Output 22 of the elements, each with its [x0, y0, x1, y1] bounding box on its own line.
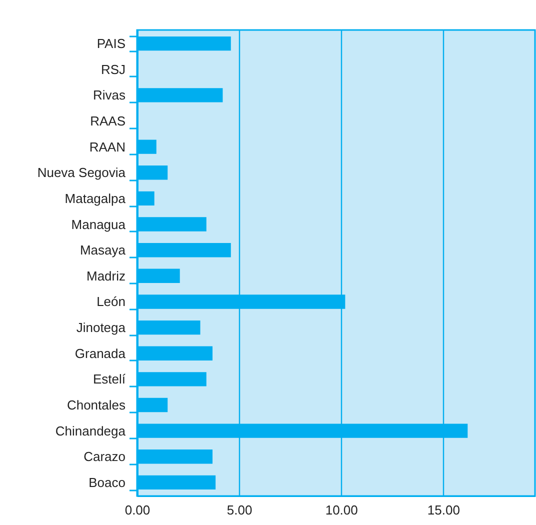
y-tick-label: Chinandega [55, 423, 126, 438]
y-tick-label: Estelí [92, 372, 126, 387]
y-tick-label: Madriz [86, 268, 126, 284]
y-tick-label: León [96, 294, 126, 310]
y-tick-label: RSJ [100, 62, 126, 77]
x-tick-label: 15.00 [427, 502, 460, 518]
y-tick-label: Jinotega [76, 320, 126, 336]
y-tick-label: Chontales [66, 397, 126, 412]
y-tick-label: Nueva Segovia [37, 165, 126, 180]
y-tick-label: PAIS [96, 36, 126, 52]
y-tick-label: Granada [74, 346, 126, 361]
y-tick-label: Carazo [84, 449, 126, 464]
y-tick-label: Boaco [88, 474, 126, 490]
x-tick-label: 5.00 [226, 502, 252, 518]
y-tick-label: RAAS [90, 114, 126, 129]
y-tick-label: RAAN [89, 139, 126, 154]
y-tick-label: Managua [71, 216, 126, 232]
y-tick-label: Matagalpa [64, 190, 126, 206]
x-tick-label: 10.00 [325, 502, 358, 518]
x-tick-label: 0.00 [124, 502, 150, 518]
y-tick-label: Masaya [80, 242, 126, 258]
y-tick-label: Rivas [92, 88, 126, 103]
